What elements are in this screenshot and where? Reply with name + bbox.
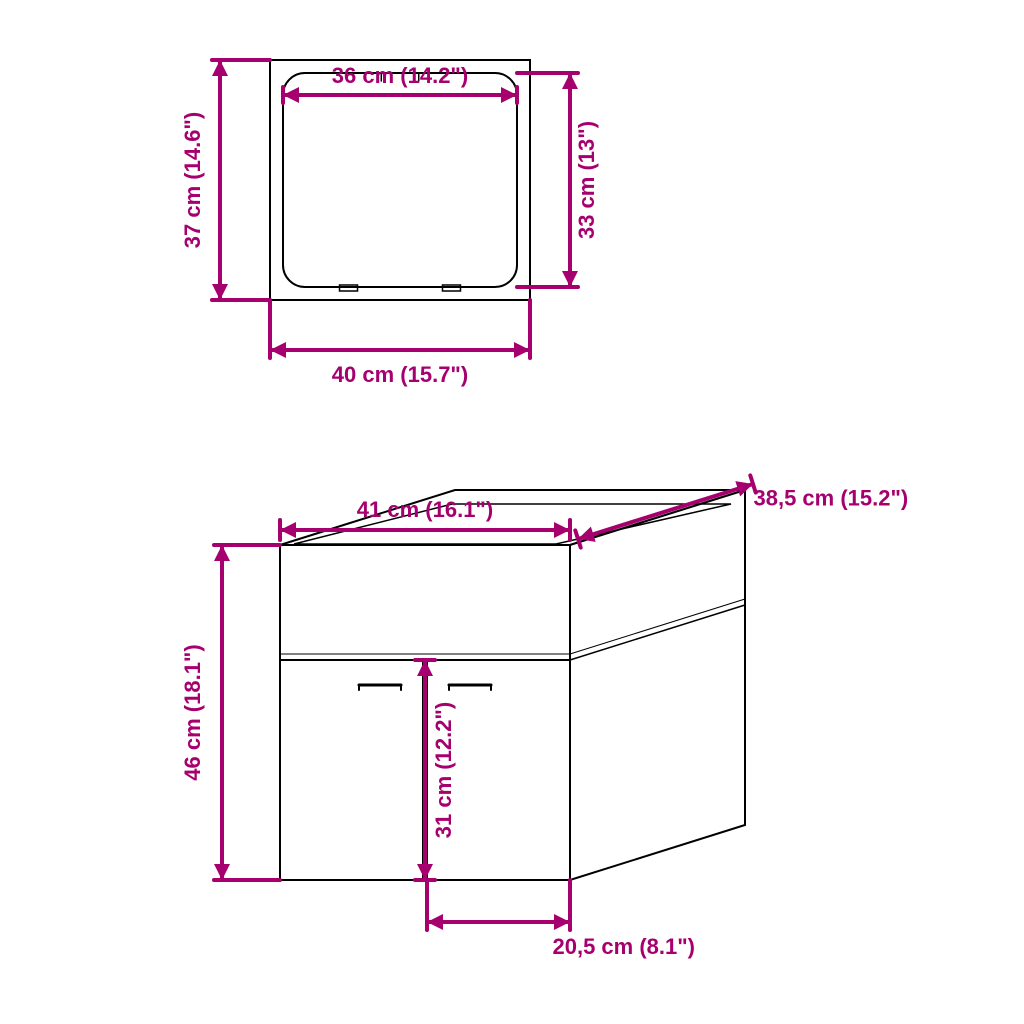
svg-text:41 cm (16.1"): 41 cm (16.1") [357, 497, 493, 522]
svg-text:33 cm (13"): 33 cm (13") [574, 121, 599, 239]
svg-text:40 cm (15.7"): 40 cm (15.7") [332, 362, 468, 387]
svg-text:37 cm (14.6"): 37 cm (14.6") [180, 112, 205, 248]
svg-text:20,5 cm (8.1"): 20,5 cm (8.1") [553, 934, 696, 959]
svg-text:31 cm (12.2"): 31 cm (12.2") [431, 702, 456, 838]
svg-text:46 cm (18.1"): 46 cm (18.1") [180, 644, 205, 780]
dimension-diagram: 36 cm (14.2") 40 cm (15.7") 37 cm (14.6") 3… [0, 0, 1024, 1024]
svg-text:38,5 cm (15.2"): 38,5 cm (15.2") [754, 486, 909, 511]
svg-text:36 cm (14.2"): 36 cm (14.2") [332, 63, 468, 88]
